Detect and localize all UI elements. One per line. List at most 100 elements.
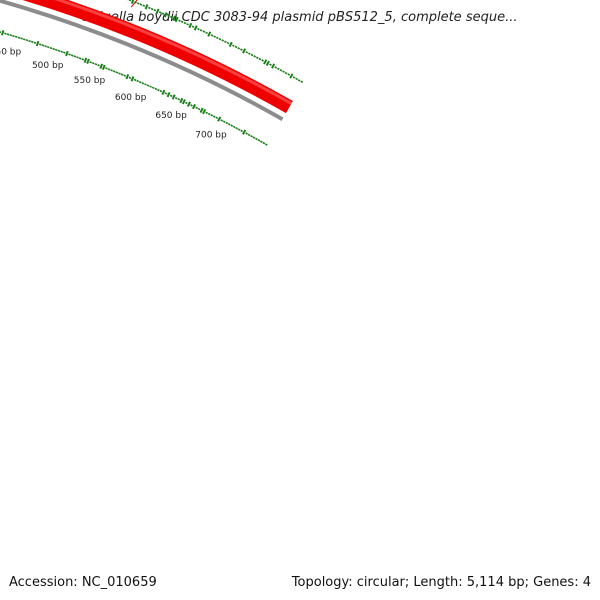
gc-mark: [282, 70, 285, 73]
gc-mark: [205, 31, 208, 35]
gc-mark: [172, 15, 176, 21]
gc-mark: [154, 87, 158, 91]
gc-mark: [186, 101, 191, 107]
gc-mark: [255, 56, 259, 59]
gc-mark: [199, 29, 203, 32]
gc-mark: [234, 45, 238, 49]
gc-mark: [240, 48, 243, 51]
gc-mark: [212, 115, 216, 118]
gc-mark: [181, 99, 186, 105]
gc-mark: [178, 19, 181, 22]
gc-mark: [217, 116, 222, 122]
gc-mark: [164, 92, 168, 95]
gc-mark: [150, 7, 154, 11]
gc-mark: [125, 74, 130, 80]
gc-mark: [188, 22, 193, 29]
gc-mark: [139, 3, 143, 6]
gc-mark: [38, 43, 42, 46]
gc-mark: [222, 120, 226, 123]
gc-mark: [215, 116, 219, 120]
gc-mark: [161, 89, 166, 96]
gc-mark: [224, 40, 227, 43]
gc-mark: [271, 63, 276, 69]
gc-mark: [166, 91, 171, 98]
gc-mark: [115, 71, 119, 74]
gc-mark: [169, 94, 173, 98]
gc-mark: [213, 35, 216, 38]
gc-mark: [78, 57, 82, 60]
gc-mark: [264, 143, 268, 146]
gc-mark: [65, 50, 69, 57]
sequence-summary: Topology: circular; Length: 5,114 bp; Ge…: [291, 575, 591, 590]
gc-mark: [295, 77, 298, 81]
gc-mark: [68, 53, 71, 56]
gc-mark: [151, 86, 155, 89]
gc-mark: [257, 139, 261, 142]
gc-mark: [49, 46, 53, 50]
gc-mark: [226, 41, 230, 45]
gc-mark: [155, 8, 160, 15]
gc-mark: [202, 30, 206, 33]
gc-mark: [269, 63, 272, 66]
gc-mark: [57, 49, 61, 52]
gc-content-inner-track: [0, 30, 268, 146]
gc-mark: [99, 63, 104, 69]
gc-mark: [207, 31, 212, 37]
gc-mark: [284, 71, 288, 75]
gc-mark: [183, 21, 187, 25]
gc-mark: [35, 40, 40, 47]
gc-mark: [174, 16, 179, 23]
gc-mark: [265, 60, 270, 66]
gc-mark: [186, 23, 189, 26]
gc-mark: [130, 76, 135, 82]
gc-mark: [202, 108, 207, 115]
gc-mark: [300, 80, 304, 84]
gc-mark: [210, 114, 214, 117]
gc-mark: [195, 106, 198, 110]
gc-mark: [180, 20, 184, 24]
gene-labels: SbBS512_D0001: [130, 0, 138, 8]
gc-mark: [193, 25, 198, 31]
gc-mark: [118, 72, 121, 75]
gc-mark: [133, 78, 137, 82]
gc-mark: [81, 58, 85, 61]
gc-mark: [261, 59, 264, 62]
gc-mark: [112, 70, 116, 73]
gc-mark: [163, 12, 168, 18]
gc-mark: [120, 73, 124, 76]
gene-features: [0, 0, 293, 114]
gc-mark: [218, 38, 222, 41]
tick-label: 550 bp: [74, 76, 106, 86]
gc-mark: [60, 50, 63, 53]
gc-mark: [159, 89, 163, 93]
gc-mark: [146, 84, 150, 87]
gc-mark: [147, 6, 151, 10]
gc-mark: [149, 85, 152, 88]
tick-label: 650 bp: [155, 111, 187, 121]
gc-mark: [289, 73, 294, 79]
gc-mark: [250, 53, 254, 57]
gc-mark: [199, 107, 204, 113]
gc-mark: [158, 11, 162, 14]
gc-mark: [62, 51, 66, 54]
gc-mark: [240, 129, 243, 133]
gc-mark: [144, 83, 147, 86]
gc-mark: [136, 2, 140, 5]
gc-mark: [70, 54, 74, 57]
gc-mark: [1, 30, 5, 36]
gc-mark: [105, 67, 108, 70]
gc-mark: [136, 79, 140, 83]
gc-mark: [169, 15, 173, 19]
gc-mark: [260, 140, 263, 143]
gc-mark: [191, 25, 195, 28]
gc-mark: [247, 133, 251, 137]
gc-mark: [225, 121, 229, 125]
gc-mark: [279, 69, 283, 72]
gc-mark: [123, 74, 127, 77]
gene-arc-0[interactable]: [0, 0, 293, 114]
gc-mark: [192, 103, 197, 110]
gc-mark: [253, 55, 256, 58]
gc-mark: [228, 41, 233, 48]
gc-mark: [110, 69, 113, 72]
